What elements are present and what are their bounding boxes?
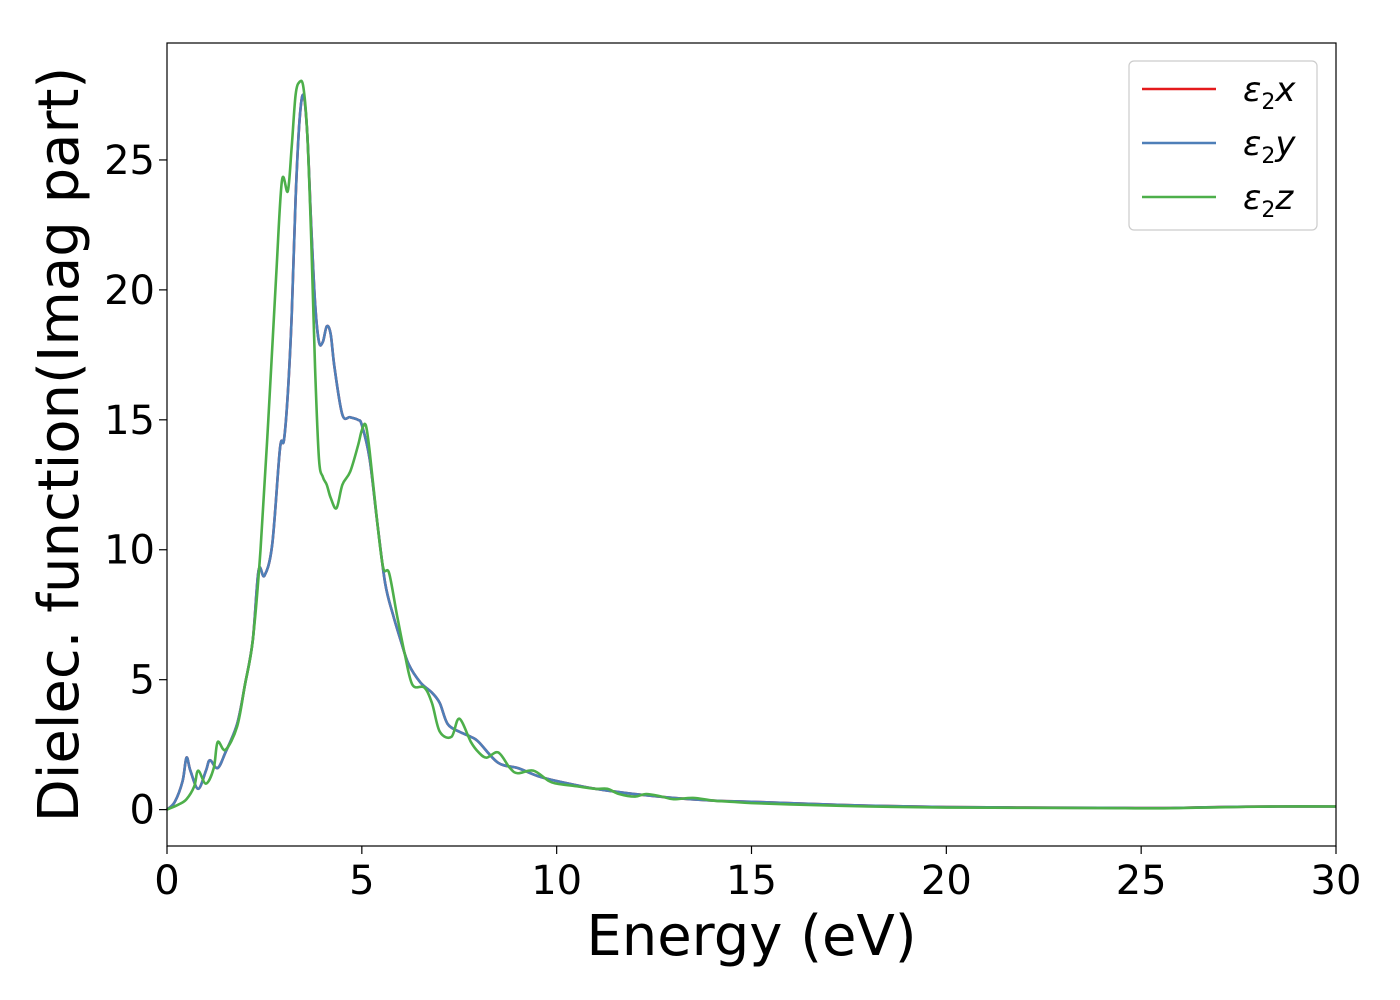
- legend-subscript: 2: [1261, 90, 1275, 115]
- x-tick-label: 10: [531, 858, 582, 904]
- legend-symbol: ε: [1243, 178, 1261, 218]
- y-tick-label: 5: [130, 658, 155, 704]
- x-tick-label: 0: [154, 858, 179, 904]
- legend-item-z: ε2z: [1142, 178, 1294, 223]
- y-tick-label: 20: [104, 268, 155, 314]
- y-tick-label: 0: [130, 788, 155, 834]
- legend-item-y: ε2y: [1142, 124, 1296, 169]
- legend-label: ε2z: [1243, 178, 1294, 223]
- y-tick-label: 10: [104, 528, 155, 574]
- x-axis-title: Energy (eV): [586, 904, 916, 969]
- x-axis: 0 5 10 15 20 25 30: [154, 846, 1361, 904]
- legend-item-x: ε2x: [1142, 70, 1296, 115]
- y-tick-label: 15: [104, 398, 155, 444]
- x-tick-label: 20: [921, 858, 972, 904]
- y-axis-title: Dielec. function(Imag part): [27, 67, 92, 823]
- legend-symbol: ε: [1243, 70, 1261, 110]
- x-tick-label: 5: [349, 858, 374, 904]
- legend-subscript: 2: [1261, 198, 1275, 223]
- x-tick-label: 25: [1116, 858, 1167, 904]
- legend-variable: x: [1274, 70, 1296, 110]
- y-tick-label: 25: [104, 138, 155, 184]
- legend-symbol: ε: [1243, 124, 1261, 164]
- y-axis: 0 5 10 15 20 25: [104, 138, 167, 834]
- legend-label: ε2y: [1243, 124, 1296, 169]
- legend-box: [1128, 60, 1318, 231]
- series-layer: [166, 79, 1337, 811]
- series-line-z: [166, 79, 1337, 811]
- legend-variable: y: [1274, 124, 1296, 164]
- x-tick-label: 15: [726, 858, 777, 904]
- legend-label: ε2x: [1243, 70, 1296, 115]
- legend-subscript: 2: [1261, 144, 1275, 169]
- x-tick-label: 30: [1311, 858, 1362, 904]
- legend-variable: z: [1274, 178, 1294, 218]
